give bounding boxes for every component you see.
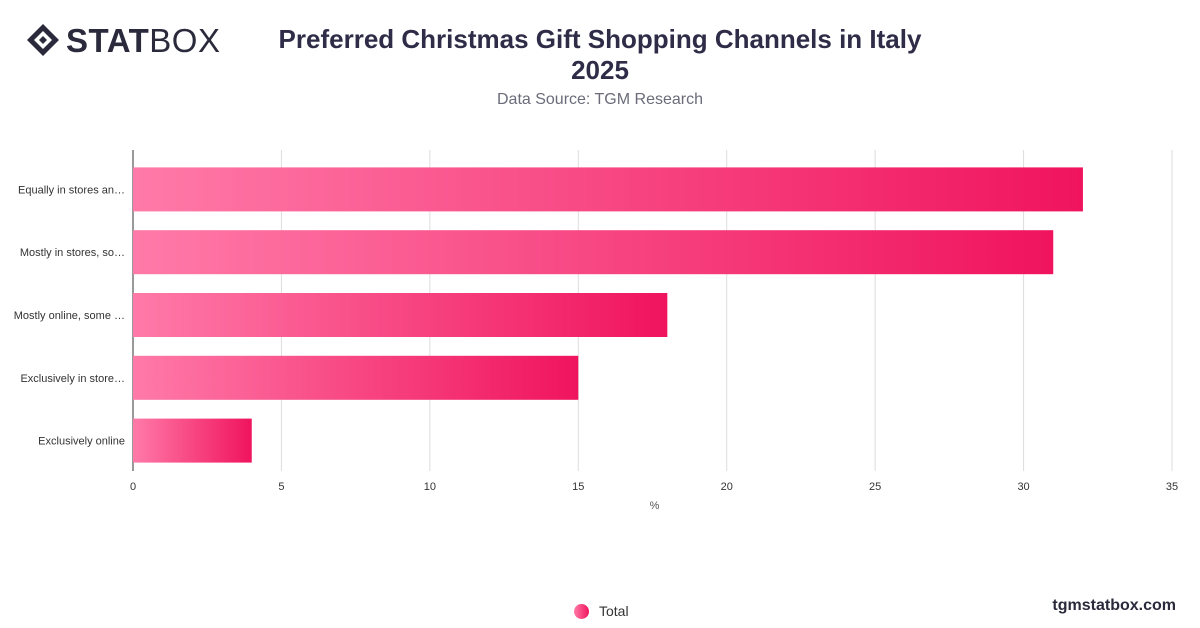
x-tick-label: 5 xyxy=(278,481,284,493)
chart-title: Preferred Christmas Gift Shopping Channe… xyxy=(278,24,922,85)
y-category-label: Exclusively online xyxy=(38,436,125,448)
logo-wordmark: STATBOX xyxy=(66,21,221,59)
bar[interactable] xyxy=(133,355,579,400)
x-tick-label: 25 xyxy=(869,481,881,493)
legend-swatch xyxy=(574,603,589,619)
legend[interactable]: Total xyxy=(574,603,629,619)
y-category-label: Mostly online, some … xyxy=(14,310,125,322)
bar[interactable] xyxy=(133,418,252,463)
x-tick-label: 30 xyxy=(1017,481,1029,493)
chart-subtitle: Data Source: TGM Research xyxy=(496,91,703,108)
y-category-label: Exclusively in store… xyxy=(20,373,125,385)
bar[interactable] xyxy=(133,293,668,337)
x-tick-label: 20 xyxy=(721,481,733,493)
bar[interactable] xyxy=(133,230,1054,275)
x-tick-label: 35 xyxy=(1166,481,1178,493)
y-category-label: Equally in stores an… xyxy=(18,184,125,196)
y-category-label: Mostly in stores, so… xyxy=(20,247,125,259)
legend-label: Total xyxy=(599,603,629,619)
x-axis-title: % xyxy=(650,500,660,512)
diamond-logo-icon xyxy=(27,24,59,56)
bar[interactable] xyxy=(133,167,1083,212)
statbox-logo: STATBOX xyxy=(26,22,220,58)
x-tick-label: 15 xyxy=(572,481,584,493)
x-tick-label: 0 xyxy=(130,481,136,493)
x-tick-label: 10 xyxy=(424,481,436,493)
site-url: tgmstatbox.com xyxy=(1052,597,1176,614)
